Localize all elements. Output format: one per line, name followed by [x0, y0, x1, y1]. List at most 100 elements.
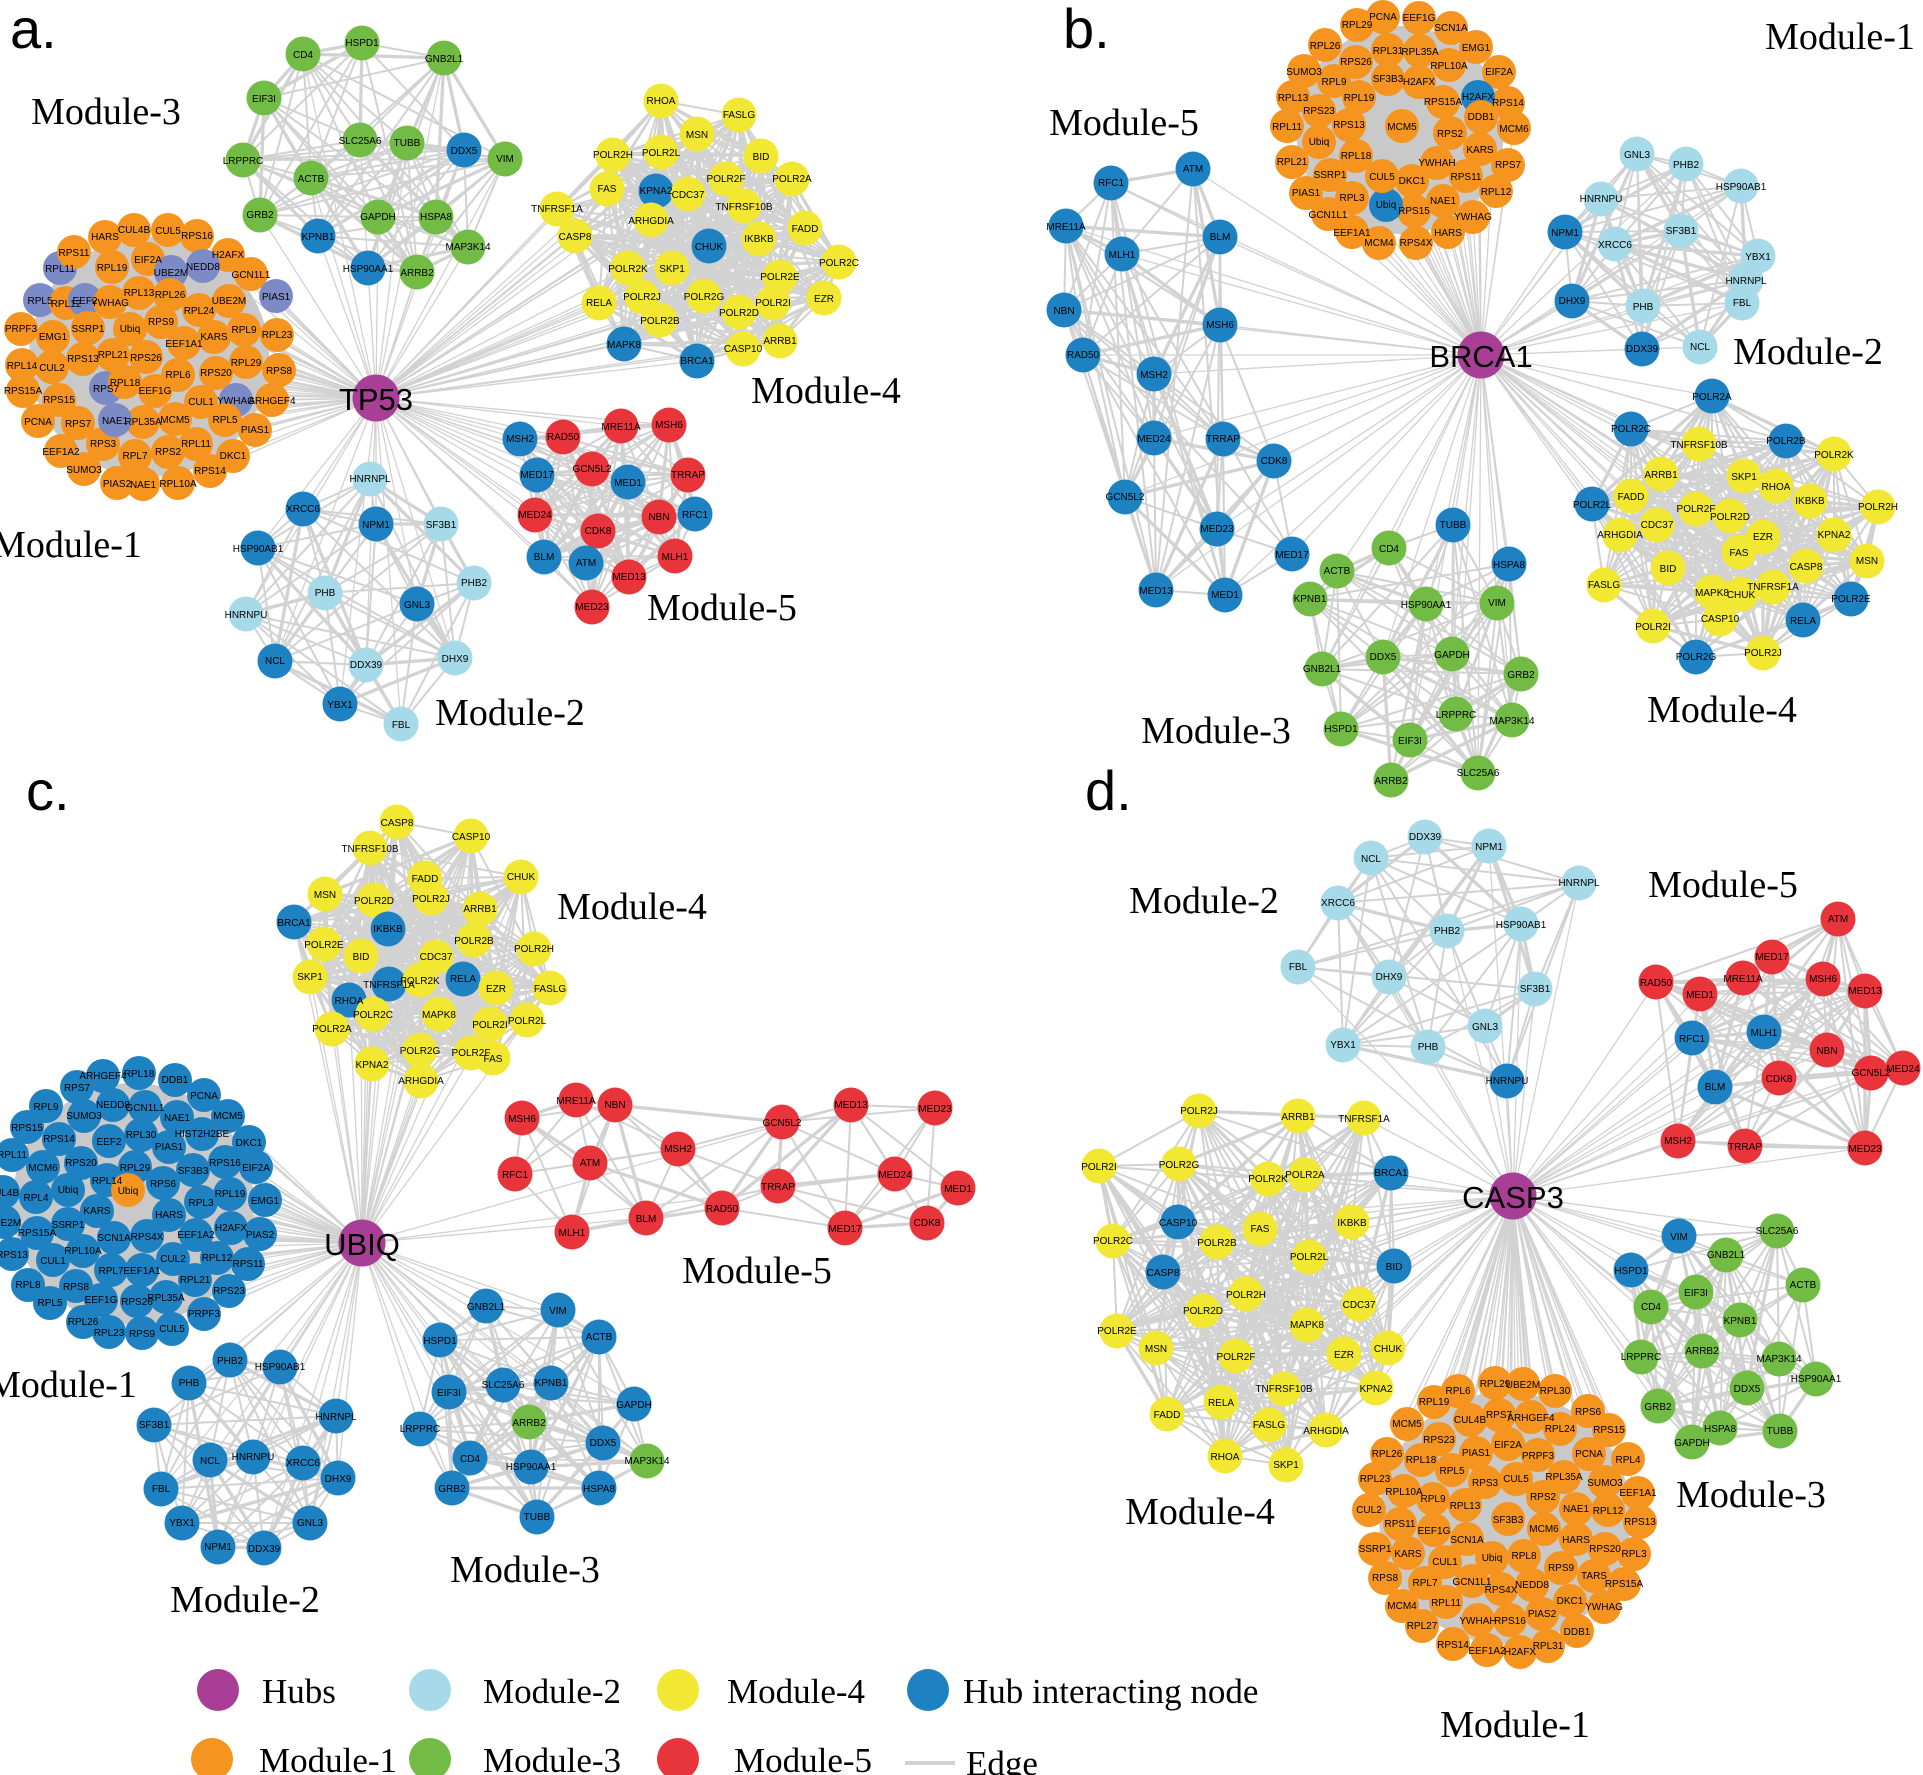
svg-text:ATM: ATM	[1828, 914, 1848, 925]
svg-text:CASP8: CASP8	[559, 232, 592, 243]
svg-text:HNRNPL: HNRNPL	[1725, 276, 1767, 287]
svg-text:DDX39: DDX39	[248, 1544, 281, 1555]
svg-text:RPS11: RPS11	[1385, 1519, 1416, 1530]
svg-text:POLR2L: POLR2L	[1290, 1252, 1329, 1263]
svg-text:RPS20: RPS20	[65, 1158, 97, 1169]
svg-text:DHX9: DHX9	[1559, 296, 1586, 307]
svg-text:CASP8: CASP8	[381, 818, 414, 829]
svg-text:TUBB: TUBB	[1440, 520, 1467, 531]
svg-text:POLR2B: POLR2B	[1766, 436, 1806, 447]
svg-text:ATM: ATM	[580, 1158, 600, 1169]
svg-text:RPS2: RPS2	[1437, 129, 1464, 140]
svg-text:CDK8: CDK8	[1766, 1074, 1793, 1085]
svg-text:BRCA1: BRCA1	[1374, 1168, 1408, 1179]
svg-text:CUL1: CUL1	[40, 1256, 66, 1267]
svg-text:HSPA8: HSPA8	[583, 1484, 615, 1495]
svg-text:Module-1: Module-1	[1765, 16, 1915, 58]
svg-text:GCN5L2: GCN5L2	[1852, 1068, 1891, 1079]
svg-text:RPL5: RPL5	[37, 1298, 62, 1309]
svg-text:ARRB1: ARRB1	[763, 336, 797, 347]
svg-text:POLR2A: POLR2A	[312, 1024, 352, 1035]
svg-text:PIAS1: PIAS1	[241, 425, 270, 436]
svg-text:RPL29: RPL29	[231, 358, 262, 369]
svg-text:POLR2G: POLR2G	[400, 1046, 441, 1057]
svg-text:CUL2: CUL2	[39, 363, 65, 374]
svg-text:VIM: VIM	[549, 1306, 567, 1317]
svg-text:CD4: CD4	[293, 50, 313, 61]
svg-text:Module-2: Module-2	[170, 1579, 320, 1621]
svg-text:SLC25A6: SLC25A6	[482, 1380, 525, 1391]
svg-text:HSP90AA1: HSP90AA1	[343, 264, 394, 275]
svg-text:GCN1L1: GCN1L1	[1453, 1577, 1492, 1588]
svg-text:MSH6: MSH6	[655, 420, 683, 431]
svg-text:Module-2: Module-2	[435, 692, 585, 734]
svg-text:HSPD1: HSPD1	[1324, 724, 1358, 735]
svg-text:HSPD1: HSPD1	[1614, 1266, 1648, 1277]
svg-text:GAPDH: GAPDH	[360, 212, 396, 223]
svg-text:RPS16: RPS16	[181, 231, 213, 242]
svg-text:RPS7: RPS7	[1486, 1410, 1513, 1421]
svg-text:NPM1: NPM1	[362, 520, 390, 531]
svg-text:ARHGDIA: ARHGDIA	[398, 1076, 444, 1087]
svg-text:RPL18: RPL18	[110, 378, 141, 389]
svg-text:RPL24: RPL24	[1545, 1424, 1576, 1435]
svg-text:RPL11: RPL11	[1431, 1598, 1461, 1609]
svg-text:HNRNPL: HNRNPL	[315, 1412, 357, 1423]
svg-text:BLM: BLM	[636, 1214, 657, 1225]
svg-text:RPL29: RPL29	[1480, 1379, 1511, 1390]
svg-text:SUMO3: SUMO3	[1587, 1478, 1623, 1489]
svg-text:POLR2C: POLR2C	[819, 258, 859, 269]
svg-text:RPS13: RPS13	[1333, 120, 1365, 131]
svg-text:RPL24: RPL24	[184, 306, 215, 317]
svg-text:POLR2E: POLR2E	[760, 272, 800, 283]
svg-text:RPS23: RPS23	[213, 1286, 245, 1297]
svg-text:YBX1: YBX1	[169, 1518, 195, 1529]
svg-text:PIAS1: PIAS1	[155, 1142, 184, 1153]
svg-text:YWHAH: YWHAH	[1418, 158, 1455, 169]
svg-text:RPL26: RPL26	[1310, 41, 1341, 52]
svg-text:RPL30: RPL30	[1540, 1386, 1571, 1397]
svg-text:GRB2: GRB2	[438, 1484, 466, 1495]
svg-text:CD4: CD4	[1641, 1302, 1661, 1313]
svg-text:FBL: FBL	[392, 720, 411, 731]
svg-text:SF3B1: SF3B1	[1666, 226, 1697, 237]
svg-text:RPL30: RPL30	[126, 1130, 157, 1141]
svg-text:Module-1: Module-1	[259, 1741, 397, 1775]
svg-text:EEF1A2: EEF1A2	[1468, 1646, 1506, 1657]
svg-text:MSN: MSN	[314, 890, 336, 901]
svg-text:SF3B3: SF3B3	[1373, 74, 1404, 85]
svg-text:POLR2I: POLR2I	[472, 1020, 508, 1031]
svg-text:RPS6: RPS6	[150, 1179, 177, 1190]
svg-text:POLR2C: POLR2C	[1093, 1236, 1133, 1247]
svg-text:SLC25A6: SLC25A6	[1457, 768, 1500, 779]
svg-text:EEF2: EEF2	[96, 1137, 121, 1148]
svg-text:ARRB2: ARRB2	[1374, 776, 1408, 787]
svg-text:ARHGDIA: ARHGDIA	[628, 216, 674, 227]
svg-text:MED17: MED17	[828, 1224, 862, 1235]
svg-text:RPL23: RPL23	[94, 1328, 125, 1339]
svg-text:RPL35A: RPL35A	[1545, 1472, 1583, 1483]
svg-text:NAE1: NAE1	[102, 416, 129, 427]
svg-text:NEDD8: NEDD8	[96, 1100, 130, 1111]
svg-text:XRCC6: XRCC6	[1598, 240, 1632, 251]
svg-text:RPL29: RPL29	[1342, 20, 1373, 31]
svg-text:POLR2B: POLR2B	[1197, 1238, 1237, 1249]
svg-text:BLM: BLM	[1705, 1082, 1726, 1093]
svg-text:RPL10A: RPL10A	[64, 1246, 102, 1257]
svg-text:RPL10A: RPL10A	[1385, 1487, 1423, 1498]
svg-text:TNFRSF10B: TNFRSF10B	[341, 844, 399, 855]
svg-text:HARS: HARS	[1434, 228, 1462, 239]
svg-text:RPL19: RPL19	[97, 263, 128, 274]
svg-text:HNRNPU: HNRNPU	[1580, 194, 1623, 205]
svg-text:RPL11: RPL11	[1272, 122, 1302, 133]
svg-text:GRB2: GRB2	[1644, 1402, 1672, 1413]
svg-text:RPL3: RPL3	[1621, 1549, 1646, 1560]
svg-text:SF3B3: SF3B3	[1493, 1515, 1524, 1526]
svg-text:SLC25A6: SLC25A6	[1756, 1226, 1799, 1237]
svg-text:RPL21: RPL21	[1277, 157, 1308, 168]
svg-text:KPNA2: KPNA2	[1360, 1384, 1393, 1395]
svg-text:CASP10: CASP10	[1701, 614, 1740, 625]
svg-text:RPL13: RPL13	[1278, 93, 1309, 104]
svg-text:RPL14: RPL14	[92, 1176, 123, 1187]
svg-text:TRRAP: TRRAP	[671, 470, 705, 481]
